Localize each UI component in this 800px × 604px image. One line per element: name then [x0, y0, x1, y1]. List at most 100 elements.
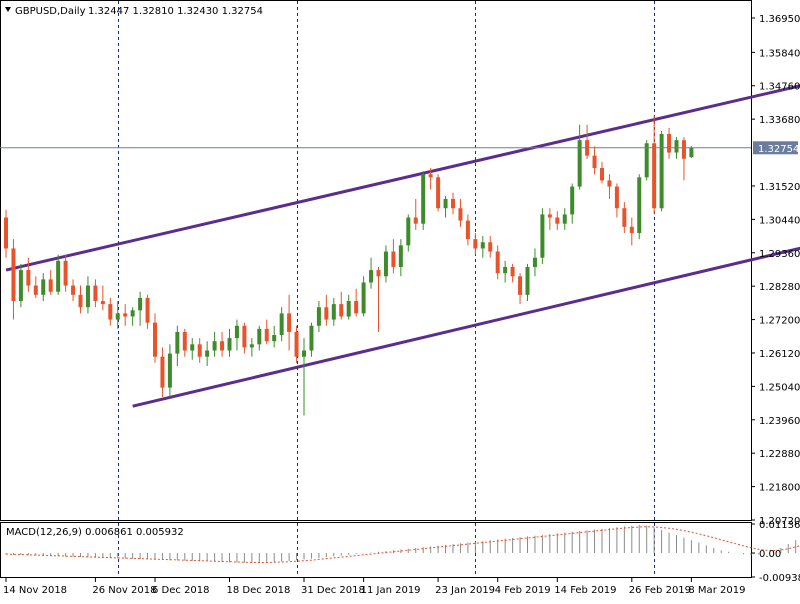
price-tick-label: 1.33680 — [759, 115, 800, 126]
candle-body — [451, 198, 455, 209]
price-panel-frame — [0, 0, 752, 521]
price-tick-label: 1.35840 — [759, 48, 800, 59]
candle-body — [41, 279, 46, 295]
candle-body — [458, 208, 463, 221]
candle-body — [220, 341, 225, 351]
candle-body — [93, 285, 98, 302]
candle-body — [689, 147, 694, 158]
candle-body — [473, 239, 478, 249]
candle-body — [272, 335, 277, 342]
macd-label: MACD(12,26,9) 0.006861 0.005932 — [6, 527, 184, 538]
candle-body — [614, 186, 619, 209]
macd-panel-frame — [0, 522, 752, 578]
candle-body — [674, 140, 679, 153]
candle-body — [555, 217, 560, 224]
candle-body — [607, 180, 612, 187]
time-tick-label: 26 Feb 2019 — [629, 585, 691, 596]
candle-body — [436, 177, 441, 209]
macd-tick-label: -0.009386 — [759, 573, 800, 584]
candle-body — [622, 208, 627, 227]
candle-body — [182, 331, 187, 351]
candle-body — [562, 214, 567, 224]
candle-body — [331, 304, 336, 320]
time-tick-label: 23 Jan 2019 — [435, 585, 495, 596]
candle-body — [652, 143, 657, 209]
macd-tick-label: 0.00 — [759, 549, 781, 560]
price-tick-label: 1.36950 — [759, 14, 800, 25]
macd-tick-label: 0.011368 — [759, 520, 800, 531]
candle-body — [123, 313, 128, 317]
candle-body — [175, 331, 180, 354]
candle-body — [480, 242, 485, 249]
candle-body — [63, 260, 68, 286]
candle-body — [644, 143, 649, 178]
candle-body — [510, 266, 515, 277]
candle-body — [518, 276, 523, 295]
candle-body — [264, 328, 269, 342]
candle-body — [361, 282, 366, 314]
macd-indicator — [5, 524, 800, 564]
time-tick-label: 31 Dec 2018 — [301, 585, 365, 596]
candle-body — [681, 140, 686, 159]
candle-body — [249, 344, 254, 348]
current-price-text: 1.32754 — [758, 144, 799, 155]
candle-body — [33, 285, 38, 295]
candle-body — [667, 133, 672, 153]
candle-body — [26, 270, 31, 286]
price-tick-label: 1.27200 — [759, 316, 800, 327]
candle-body — [391, 251, 396, 267]
macd-signal-line — [5, 526, 800, 563]
candle-body — [18, 270, 23, 302]
candle-body — [212, 341, 217, 351]
candle-body — [48, 279, 53, 292]
candle-body — [190, 344, 195, 351]
candle-body — [577, 140, 582, 187]
time-tick-label: 11 Jan 2019 — [361, 585, 421, 596]
price-tick-label: 1.21800 — [759, 483, 800, 494]
candle-body — [309, 325, 314, 351]
time-tick-label: 26 Nov 2018 — [92, 585, 156, 596]
time-tick-label: 6 Dec 2018 — [152, 585, 210, 596]
time-tick-label: 14 Feb 2019 — [554, 585, 616, 596]
candle-body — [78, 294, 83, 308]
candle-body — [160, 356, 165, 388]
symbol-timeframe: GBPUSD,Daily — [15, 6, 86, 17]
candle-body — [302, 350, 306, 357]
candle-body — [659, 133, 664, 209]
candle-body — [324, 307, 329, 320]
price-tick-label: 1.30440 — [759, 215, 800, 226]
time-tick-label: 4 Feb 2019 — [495, 585, 551, 596]
candle-body — [197, 344, 202, 357]
price-tick-label: 1.22880 — [759, 449, 800, 460]
candle-body — [570, 186, 575, 215]
candle-body — [287, 313, 292, 332]
candle-body — [71, 285, 76, 295]
candle-body — [369, 270, 374, 283]
ohlc-values: 1.32447 1.32810 1.32430 1.32754 — [88, 6, 263, 17]
price-tick-label: 1.34760 — [759, 82, 800, 93]
candle-body — [145, 297, 150, 323]
price-tick-label: 1.28280 — [759, 282, 800, 293]
candle-body — [167, 353, 172, 388]
candle-body — [547, 214, 552, 218]
candle-body — [227, 338, 232, 351]
candle-body — [465, 220, 470, 240]
candle-body — [56, 260, 61, 292]
price-tick-label: 1.26120 — [759, 349, 800, 360]
candle-body — [532, 257, 537, 267]
dropdown-triangle-icon[interactable] — [5, 7, 11, 12]
candle-body — [115, 313, 120, 320]
channel-lines — [5, 84, 800, 408]
candle-body — [346, 301, 351, 317]
candle-body — [503, 266, 508, 274]
candle-body — [629, 226, 634, 233]
candle-body — [413, 217, 418, 224]
candle-body — [242, 325, 247, 348]
price-tick-label: 1.20720 — [759, 516, 800, 527]
candle-body — [11, 248, 16, 302]
candle-body — [85, 285, 90, 308]
price-tick-label: 1.25040 — [759, 382, 800, 393]
time-tick-label: 18 Dec 2018 — [227, 585, 291, 596]
macd-axis: 0.011368 0.00 -0.009386 — [751, 520, 800, 584]
